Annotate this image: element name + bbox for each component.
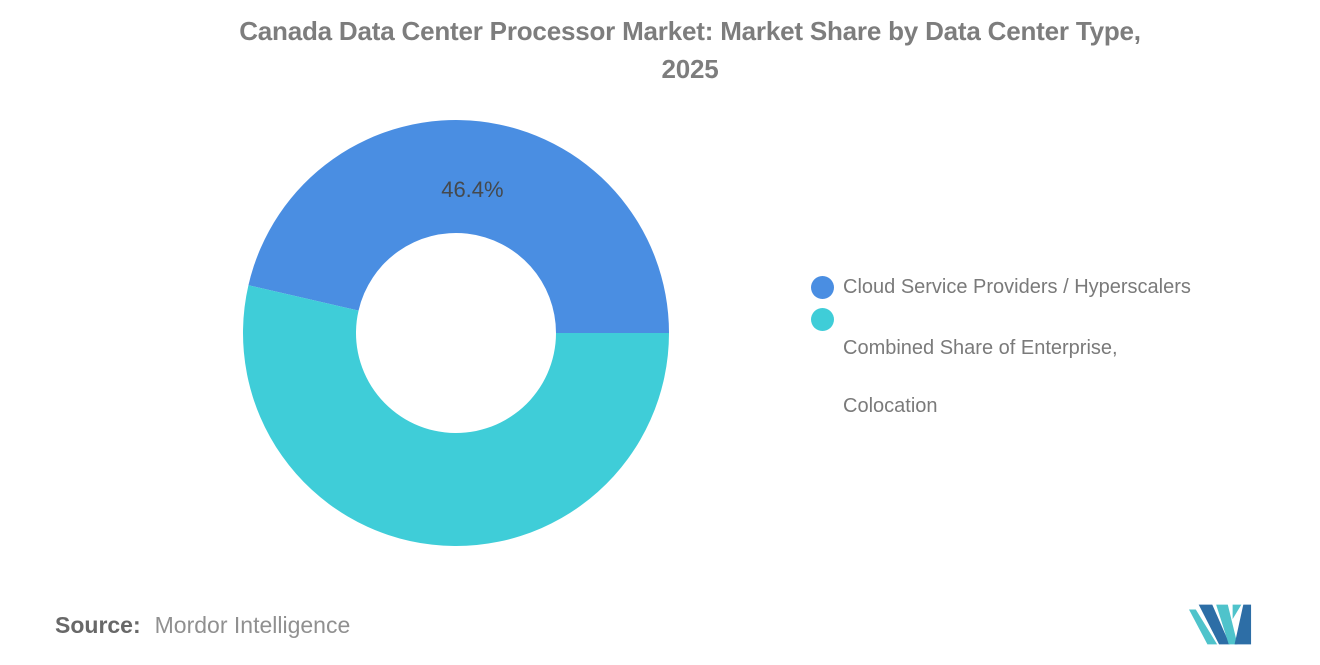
- chart-title-line2: 2025: [661, 54, 719, 84]
- source-line: Source: Mordor Intelligence: [55, 610, 350, 640]
- chart-title-line1: Canada Data Center Processor Market: Mar…: [239, 16, 1141, 46]
- legend-item-label: Cloud Service Providers / Hyperscalers: [843, 276, 1191, 298]
- chart-title: Canada Data Center Processor Market: Mar…: [0, 12, 1320, 88]
- donut-data-label: 46.4%: [441, 177, 503, 202]
- legend-marker-icon: [811, 308, 834, 331]
- mordor-intelligence-logo: [1189, 604, 1252, 645]
- donut-chart: 46.4%: [241, 118, 671, 548]
- source-label: Source:: [55, 612, 141, 638]
- donut-slice-1[interactable]: [242, 285, 669, 547]
- legend-marker-icon: [811, 276, 834, 299]
- donut-slice-0[interactable]: [248, 120, 669, 333]
- logo-dark-right-bar: [1234, 604, 1252, 645]
- logo-teal-left-band: [1189, 609, 1218, 645]
- chart-legend: Cloud Service Providers / Hyperscalers C…: [811, 273, 1191, 424]
- legend-item-label-line1: Combined Share of Enterprise,: [843, 337, 1118, 359]
- legend-item-enterprise-colocation[interactable]: Combined Share of Enterprise, Colocation: [811, 305, 1191, 421]
- logo-teal-top-right-wedge: [1232, 604, 1242, 620]
- legend-item-label-line2: Colocation: [843, 395, 938, 417]
- legend-item-cloud-service-providers[interactable]: Cloud Service Providers / Hyperscalers: [811, 273, 1191, 302]
- logo-dark-left-band: [1198, 604, 1230, 645]
- donut-chart-svg: 46.4%: [242, 120, 669, 547]
- logo-teal-middle-band: [1216, 604, 1238, 645]
- legend-item-label: Combined Share of Enterprise, Colocation: [843, 305, 1118, 421]
- source-value: Mordor Intelligence: [154, 612, 351, 638]
